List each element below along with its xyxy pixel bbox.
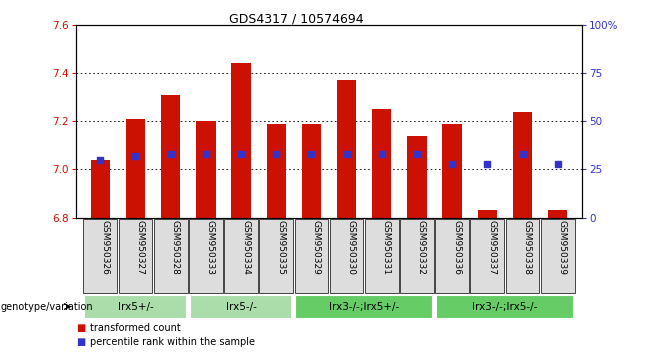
Text: transformed count: transformed count <box>90 323 181 333</box>
Bar <box>442 124 462 218</box>
Point <box>342 151 352 157</box>
Point <box>517 151 528 157</box>
FancyBboxPatch shape <box>84 295 187 319</box>
FancyBboxPatch shape <box>259 219 293 293</box>
Text: lrx3-/-;lrx5+/-: lrx3-/-;lrx5+/- <box>329 302 399 312</box>
FancyBboxPatch shape <box>505 219 540 293</box>
Bar <box>126 119 145 218</box>
FancyBboxPatch shape <box>295 219 328 293</box>
Text: GSM950334: GSM950334 <box>241 220 250 275</box>
Text: GSM950332: GSM950332 <box>417 220 426 275</box>
FancyBboxPatch shape <box>118 219 153 293</box>
Point <box>306 151 316 157</box>
FancyBboxPatch shape <box>189 219 223 293</box>
Point <box>376 151 387 157</box>
Point <box>95 157 105 162</box>
Point <box>482 161 493 166</box>
Text: percentile rank within the sample: percentile rank within the sample <box>90 337 255 347</box>
Text: GSM950333: GSM950333 <box>206 220 215 275</box>
Bar <box>302 124 321 218</box>
Bar <box>337 80 356 218</box>
Point <box>412 151 422 157</box>
Text: genotype/variation: genotype/variation <box>1 302 93 312</box>
FancyBboxPatch shape <box>190 295 292 319</box>
FancyBboxPatch shape <box>224 219 258 293</box>
Text: GSM950335: GSM950335 <box>276 220 285 275</box>
Bar <box>478 211 497 218</box>
FancyBboxPatch shape <box>400 219 434 293</box>
FancyBboxPatch shape <box>84 219 117 293</box>
Text: lrx3-/-;lrx5-/-: lrx3-/-;lrx5-/- <box>472 302 538 312</box>
Point <box>553 161 563 166</box>
Bar <box>548 211 567 218</box>
FancyBboxPatch shape <box>541 219 574 293</box>
Point <box>271 151 282 157</box>
Text: ■: ■ <box>76 337 85 347</box>
Point <box>165 151 176 157</box>
FancyBboxPatch shape <box>295 295 433 319</box>
Bar <box>372 109 392 218</box>
Point <box>130 153 141 159</box>
Point <box>447 161 457 166</box>
Text: GSM950331: GSM950331 <box>382 220 391 275</box>
Text: GSM950330: GSM950330 <box>347 220 355 275</box>
Point <box>236 151 246 157</box>
Text: lrx5-/-: lrx5-/- <box>226 302 257 312</box>
Point <box>201 151 211 157</box>
Bar <box>232 63 251 218</box>
FancyBboxPatch shape <box>435 219 469 293</box>
Bar <box>407 136 426 218</box>
FancyBboxPatch shape <box>436 295 574 319</box>
Text: GSM950329: GSM950329 <box>311 220 320 275</box>
Text: GSM950327: GSM950327 <box>136 220 145 275</box>
Bar <box>91 160 110 218</box>
Text: GSM950336: GSM950336 <box>452 220 461 275</box>
Text: GSM950326: GSM950326 <box>100 220 109 275</box>
Text: ■: ■ <box>76 323 85 333</box>
Bar <box>196 121 216 218</box>
Text: lrx5+/-: lrx5+/- <box>118 302 153 312</box>
FancyBboxPatch shape <box>154 219 188 293</box>
Text: GSM950339: GSM950339 <box>558 220 567 275</box>
Text: GSM950337: GSM950337 <box>488 220 496 275</box>
FancyBboxPatch shape <box>470 219 504 293</box>
Text: GSM950328: GSM950328 <box>170 220 180 275</box>
Text: GDS4317 / 10574694: GDS4317 / 10574694 <box>229 12 363 25</box>
Bar <box>161 95 180 218</box>
FancyBboxPatch shape <box>330 219 363 293</box>
Bar <box>266 124 286 218</box>
Text: GSM950338: GSM950338 <box>522 220 532 275</box>
Bar <box>513 112 532 218</box>
FancyBboxPatch shape <box>365 219 399 293</box>
